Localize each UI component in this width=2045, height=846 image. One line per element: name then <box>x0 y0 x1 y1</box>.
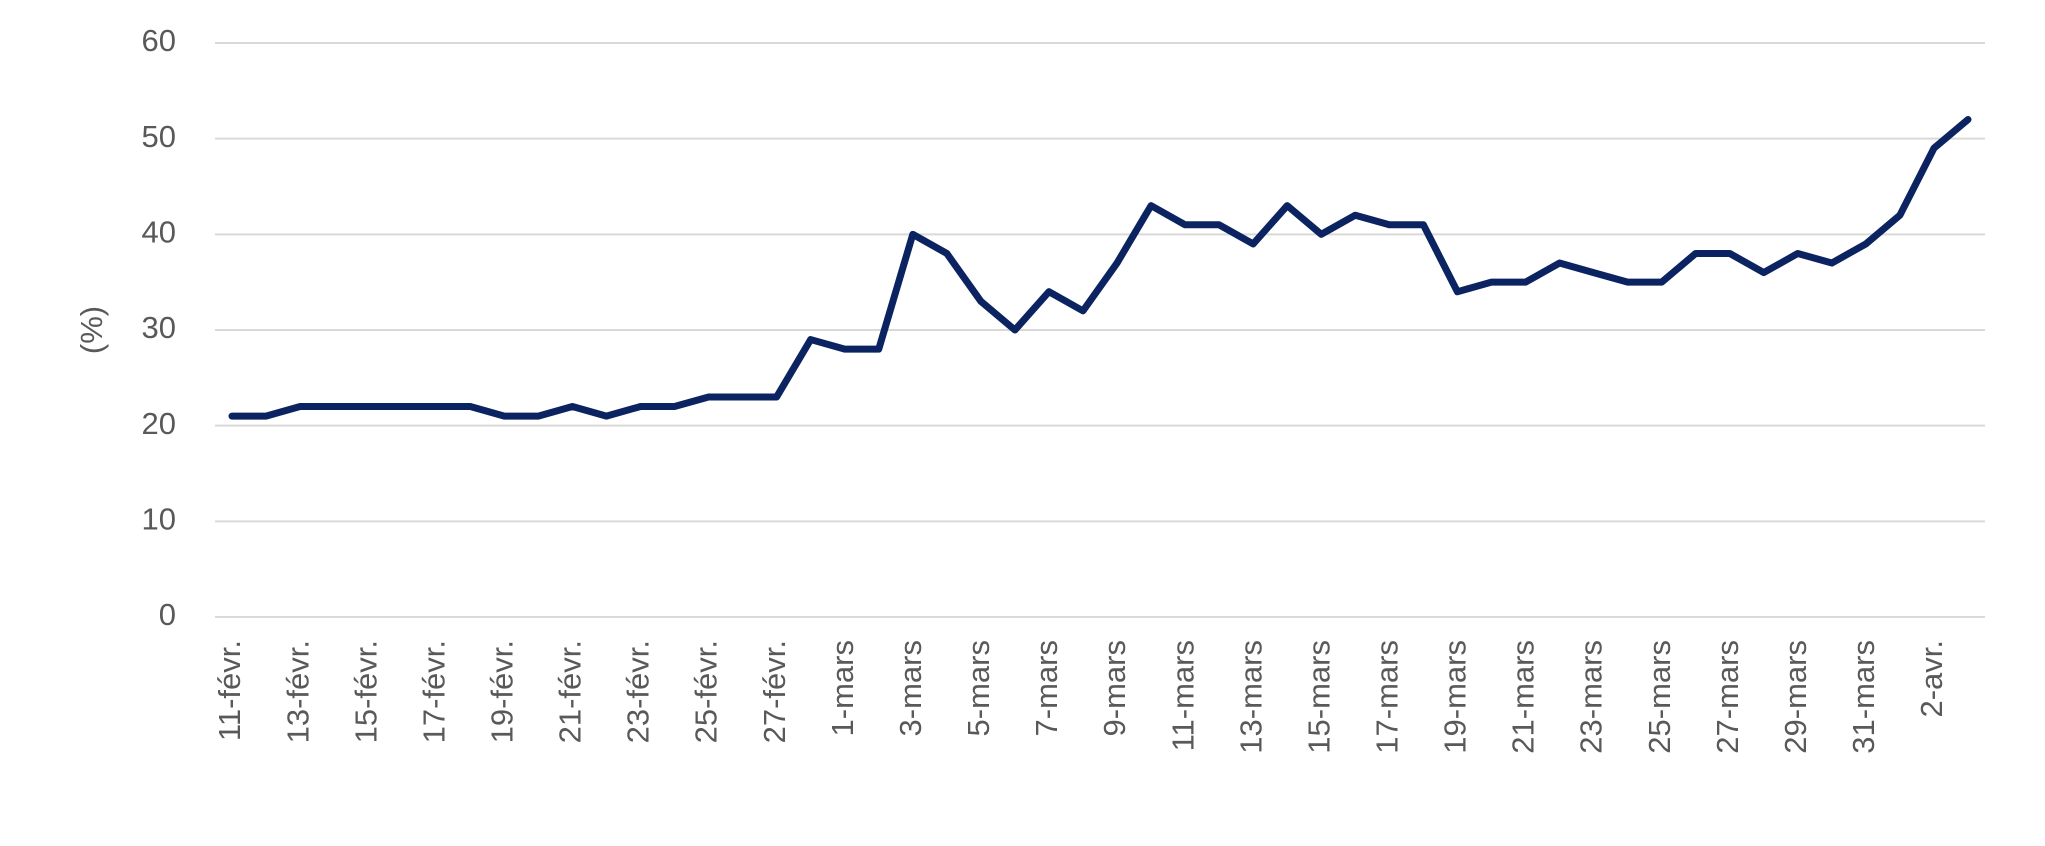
y-tick-label: 60 <box>142 23 176 58</box>
y-tick-label: 30 <box>142 310 176 345</box>
x-tick-label: 13-mars <box>1233 640 1268 754</box>
x-tick-label: 17-févr. <box>416 640 451 743</box>
x-tick-label: 19-févr. <box>485 640 520 743</box>
x-tick-label: 1-mars <box>825 640 860 736</box>
x-tick-label: 31-mars <box>1846 640 1881 754</box>
x-tick-label: 19-mars <box>1438 640 1473 754</box>
x-tick-label: 15-mars <box>1301 640 1336 754</box>
x-tick-label: 21-mars <box>1506 640 1541 754</box>
y-tick-label: 20 <box>142 406 176 441</box>
x-tick-label: 3-mars <box>893 640 928 736</box>
x-tick-label: 7-mars <box>1029 640 1064 736</box>
x-tick-label: 23-mars <box>1574 640 1609 754</box>
x-tick-label: 27-févr. <box>757 640 792 743</box>
y-tick-label: 50 <box>142 119 176 154</box>
y-axis-title: (%) <box>74 306 109 354</box>
x-tick-label: 13-févr. <box>280 640 315 743</box>
x-tick-label: 25-mars <box>1642 640 1677 754</box>
y-tick-label: 10 <box>142 502 176 537</box>
x-tick-label: 25-févr. <box>689 640 724 743</box>
x-tick-label: 23-févr. <box>621 640 656 743</box>
x-tick-label: 5-mars <box>961 640 996 736</box>
x-tick-label: 17-mars <box>1370 640 1405 754</box>
x-tick-label: 11-févr. <box>212 640 247 741</box>
x-tick-label: 2-avr. <box>1914 640 1949 718</box>
x-tick-label: 9-mars <box>1097 640 1132 736</box>
y-tick-label: 0 <box>159 597 176 632</box>
x-tick-label: 27-mars <box>1710 640 1745 754</box>
line-series <box>228 116 1972 420</box>
x-tick-label: 11-mars <box>1165 640 1200 751</box>
x-tick-label: 29-mars <box>1778 640 1813 754</box>
x-tick-label: 15-févr. <box>348 640 383 743</box>
y-tick-label: 40 <box>142 215 176 250</box>
x-tick-label: 21-févr. <box>553 640 588 743</box>
